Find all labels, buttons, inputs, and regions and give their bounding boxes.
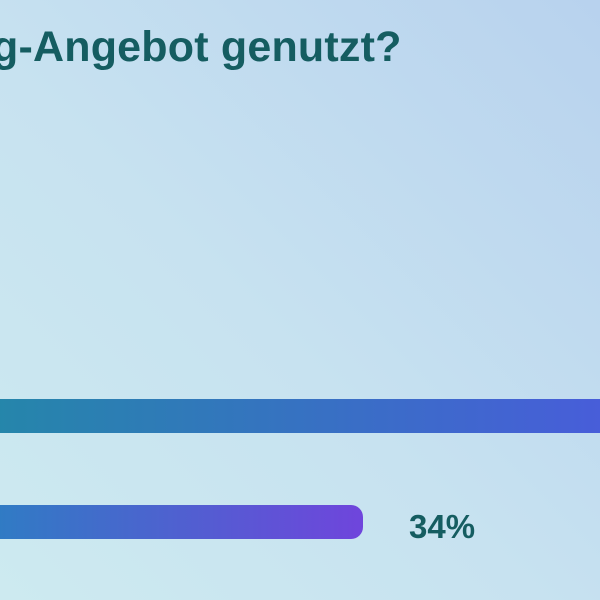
bar-option-1: [0, 399, 600, 433]
bar-option-2-value-label: 34%: [409, 508, 476, 545]
page-title: g-Angebot genutzt?: [0, 23, 402, 71]
bar-option-2: [0, 505, 363, 539]
